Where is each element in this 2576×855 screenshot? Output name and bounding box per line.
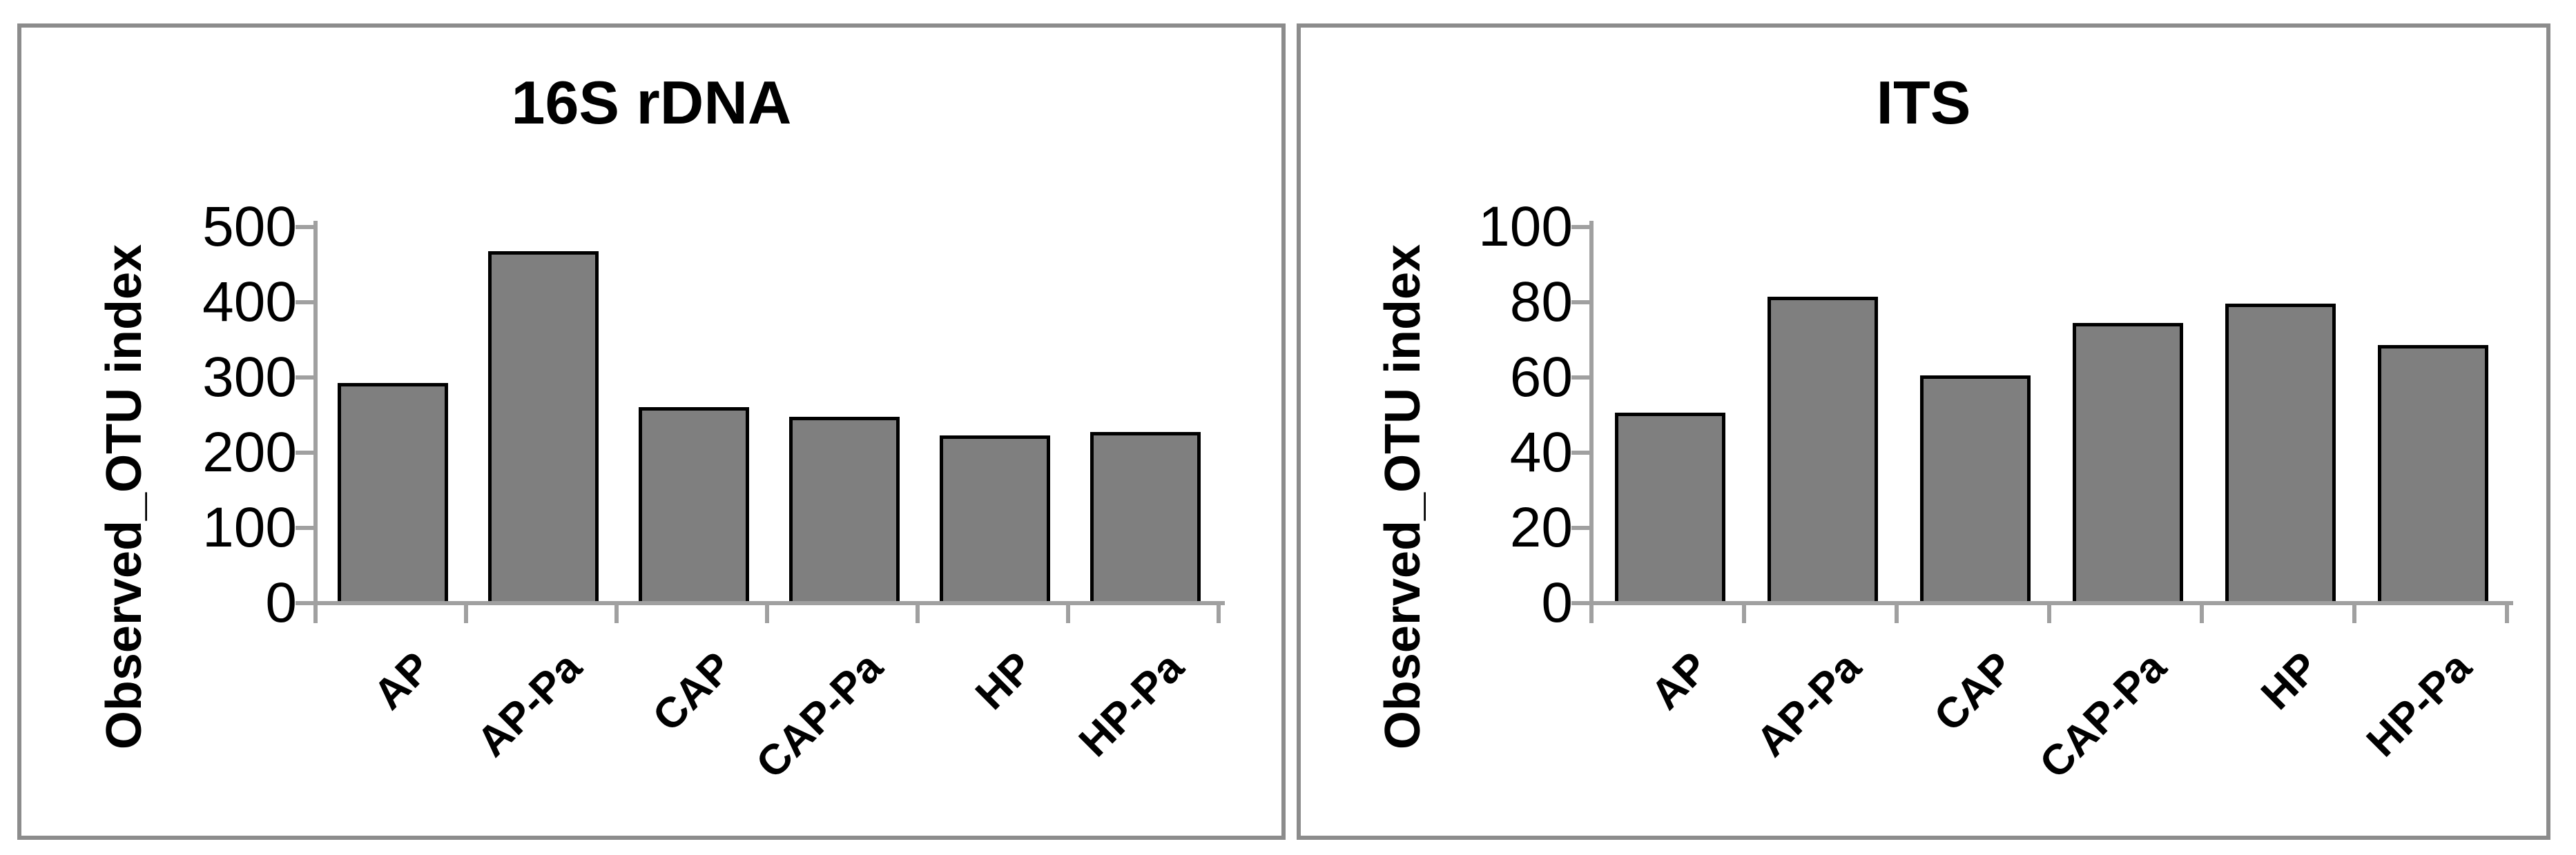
y-tick-label: 80 — [1509, 271, 1573, 333]
bar-ap — [1614, 413, 1725, 601]
bar-ap-pa — [1767, 297, 1878, 601]
x-tick-mark — [2505, 605, 2509, 623]
x-tick-mark — [1895, 605, 1899, 623]
bar-cap-pa — [2072, 323, 2183, 601]
x-axis-line — [1589, 601, 2513, 605]
x-tick-mark — [916, 605, 920, 623]
x-tick-mark — [614, 605, 619, 623]
bar-hp — [2225, 304, 2336, 601]
x-tick-mark — [464, 605, 468, 623]
y-tick-label: 20 — [1509, 496, 1573, 559]
y-tick-mark — [1571, 225, 1589, 229]
y-tick-label: 0 — [265, 571, 297, 634]
y-tick-label: 0 — [1541, 571, 1573, 634]
bar-cap — [1919, 375, 2031, 601]
bar-hp-pa — [1090, 432, 1201, 601]
y-tick-mark — [296, 300, 313, 304]
y-tick-mark — [296, 225, 313, 229]
x-tick-mark — [1742, 605, 1746, 623]
x-tick-mark — [2047, 605, 2051, 623]
y-axis-line — [313, 221, 318, 605]
y-tick-label: 100 — [1478, 195, 1573, 258]
y-axis-line — [1589, 221, 1594, 605]
y-tick-mark — [1571, 375, 1589, 380]
y-tick-label: 200 — [202, 421, 297, 484]
y-tick-mark — [296, 451, 313, 455]
bar-cap — [639, 407, 749, 601]
x-tick-mark — [2352, 605, 2356, 623]
bar-ap-pa — [488, 251, 599, 601]
y-tick-mark — [1571, 300, 1589, 304]
x-axis-line — [313, 601, 1225, 605]
y-tick-label: 500 — [202, 195, 297, 258]
bar-hp — [940, 435, 1050, 601]
y-tick-mark — [296, 601, 313, 605]
x-tick-mark — [313, 605, 318, 623]
y-tick-label: 100 — [202, 496, 297, 559]
x-tick-mark — [1589, 605, 1594, 623]
y-tick-label: 60 — [1509, 346, 1573, 409]
x-tick-mark — [2200, 605, 2204, 623]
x-tick-mark — [765, 605, 769, 623]
bar-cap-pa — [789, 417, 900, 601]
y-tick-mark — [1571, 451, 1589, 455]
bar-ap — [338, 383, 448, 601]
chart-title-16s-rdna: 16S rDNA — [511, 68, 792, 137]
y-tick-label: 400 — [202, 271, 297, 333]
bar-hp-pa — [2377, 345, 2488, 601]
y-tick-label: 40 — [1509, 421, 1573, 484]
chart-title-its: ITS — [1876, 68, 1971, 137]
x-tick-mark — [1217, 605, 1221, 623]
y-tick-mark — [296, 375, 313, 380]
y-tick-mark — [296, 526, 313, 530]
y-tick-label: 300 — [202, 346, 297, 409]
y-tick-mark — [1571, 526, 1589, 530]
x-tick-mark — [1066, 605, 1070, 623]
y-tick-mark — [1571, 601, 1589, 605]
